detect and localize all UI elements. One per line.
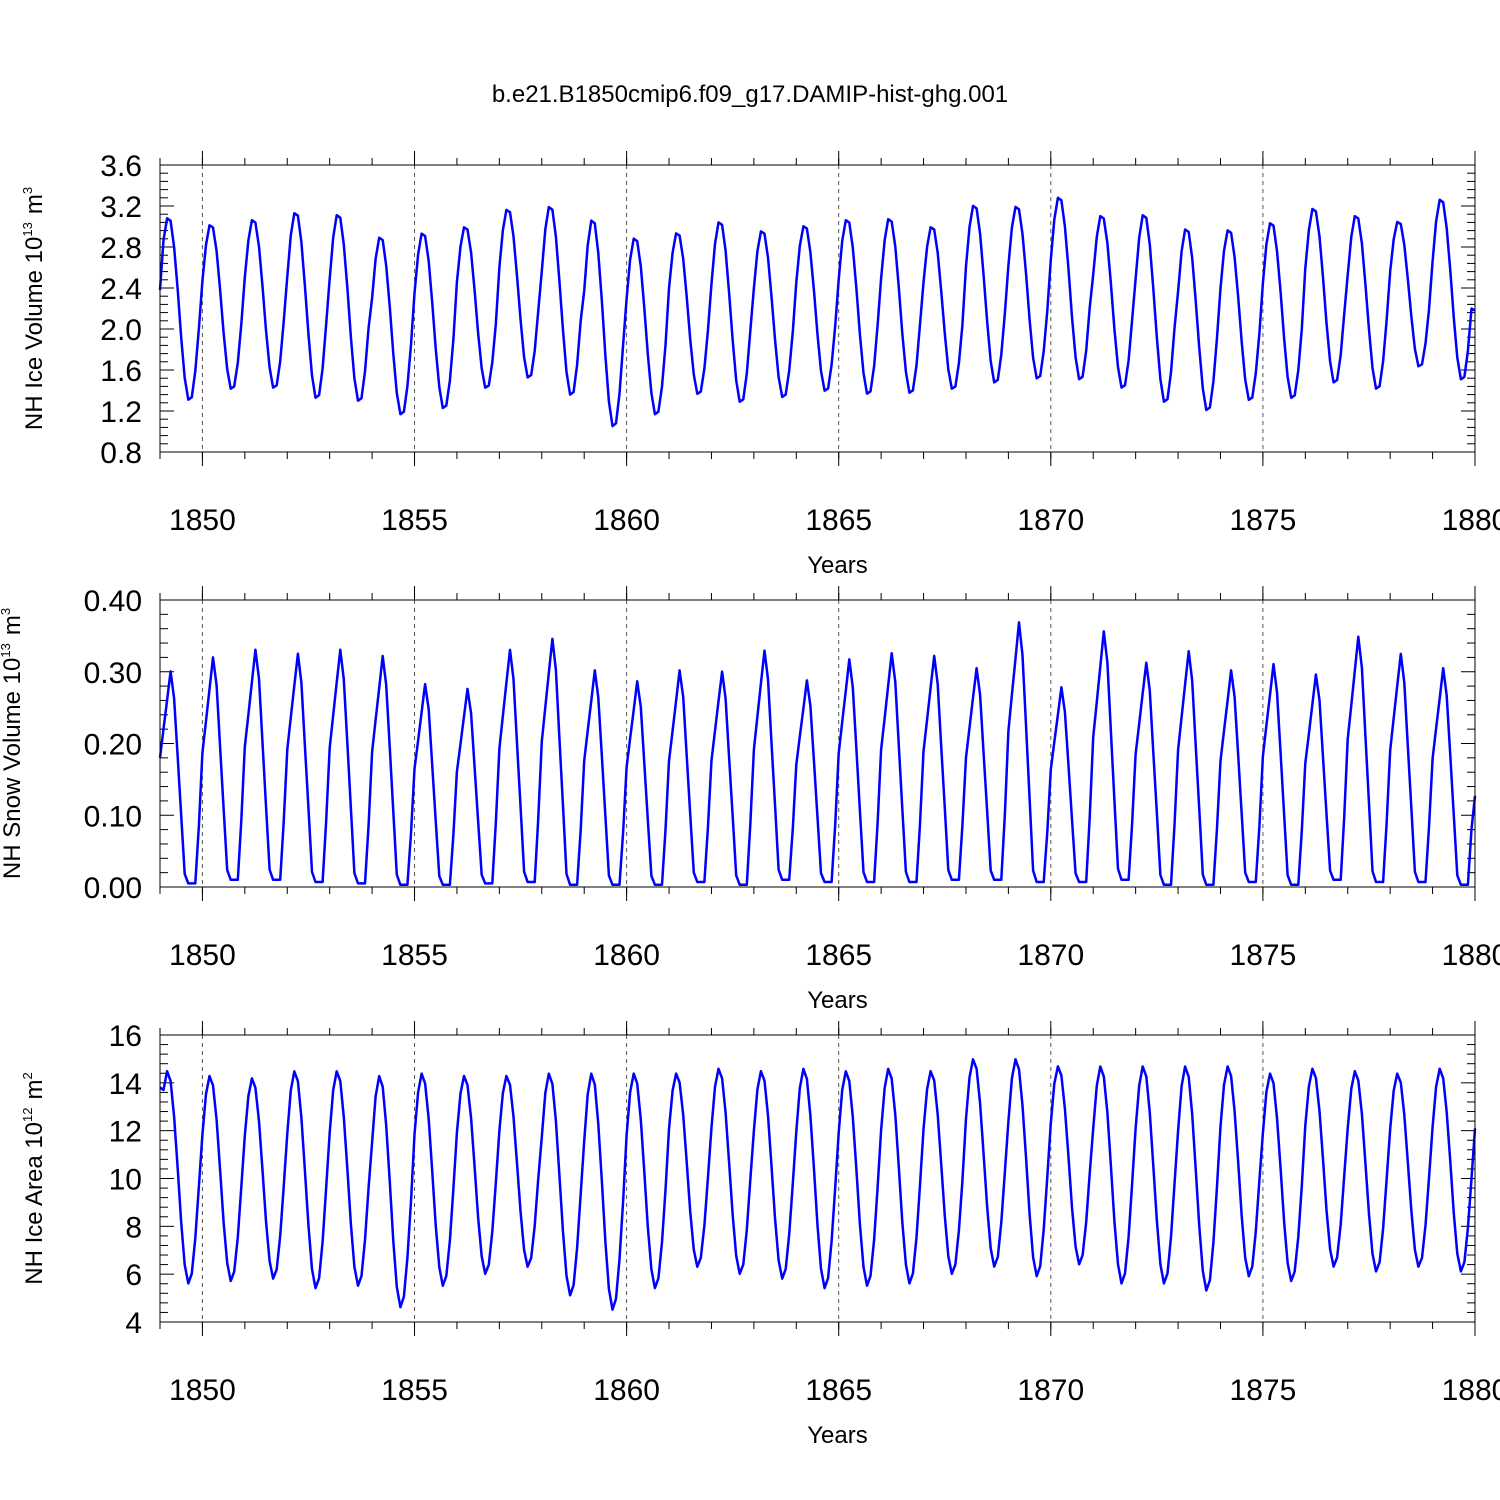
y-axis-label: NH Snow Volume 1013 m3 [0,608,26,879]
y-axis-label-text: NH Snow Volume 10 [0,658,26,879]
x-tick-label: 1870 [1017,504,1084,537]
y-tick-label: 8 [125,1211,142,1244]
x-axis-label: Years [807,1422,868,1449]
y-tick-label: 1.6 [100,355,142,388]
series-line [158,196,1476,428]
series-line [158,621,1477,887]
plot-frame [159,599,1476,888]
y-axis-label: NH Ice Area 1012 m2 [20,1072,48,1284]
y-tick-label: 1.2 [100,396,142,429]
y-tick-label: 4 [125,1307,142,1340]
x-tick-label: 1850 [169,939,236,972]
y-axis-label-unit: m [0,615,26,635]
y-tick-label: 12 [109,1116,142,1149]
x-tick-label: 1880 [1442,1374,1500,1407]
y-tick-label: 6 [125,1259,142,1292]
y-tick-label: 0.20 [84,729,142,762]
x-tick-label: 1875 [1230,504,1297,537]
x-axis-label: Years [807,552,868,579]
y-tick-label: 2.0 [100,314,142,347]
y-tick-label: 2.4 [100,273,142,306]
y-tick-label: 3.6 [100,150,142,183]
y-axis-label-text: NH Ice Volume 10 [21,237,48,430]
x-axis-label: Years [807,987,868,1014]
y-axis-label-unit: m [21,194,48,214]
x-tick-label: 1875 [1230,1374,1297,1407]
x-tick-label: 1875 [1230,939,1297,972]
y-axis-label-exponent: 13 [20,222,35,236]
ice-volume-panel: 0.8 1.2 1.6 2.0 2.4 2.8 3.2 3.6 1850 1855 1860 1865… [20,150,1500,579]
y-tick-label: 10 [109,1164,142,1197]
y-axis-label: NH Ice Volume 1013 m3 [20,187,48,430]
y-tick-label: 0.10 [84,800,142,833]
x-tick-label: 1880 [1442,504,1500,537]
x-tick-label: 1865 [805,1374,872,1407]
plot-frame [159,1034,1476,1323]
x-tick-label: 1850 [169,504,236,537]
x-tick-label: 1860 [593,939,660,972]
x-tick-label: 1870 [1017,939,1084,972]
ice-area-panel: 4 6 8 10 12 14 16 1850 1855 1860 1865 1870 1875 1880 Y… [20,1020,1500,1449]
y-axis-label-unit-exponent: 2 [20,1072,35,1079]
x-tick-label: 1855 [381,1374,448,1407]
y-tick-label: 0.40 [84,585,142,618]
y-tick-label: 0.00 [84,872,142,905]
y-axis-label-exponent: 13 [0,643,13,657]
x-tick-label: 1870 [1017,1374,1084,1407]
y-tick-label: 16 [109,1020,142,1053]
plot-frame [159,164,1476,453]
x-tick-label: 1860 [593,504,660,537]
snow-volume-panel: 0.00 0.10 0.20 0.30 0.40 1850 1855 1860 1865 1870… [0,585,1500,1014]
x-tick-label: 1855 [381,504,448,537]
y-tick-label: 14 [109,1068,142,1101]
y-axis-label-unit-exponent: 3 [20,187,35,194]
y-axis-label-text: NH Ice Area 10 [21,1122,48,1285]
x-tick-label: 1850 [169,1374,236,1407]
y-axis-label-unit-exponent: 3 [0,608,13,615]
x-tick-label: 1855 [381,939,448,972]
y-tick-label: 0.30 [84,657,142,690]
y-axis-label-exponent: 12 [20,1108,35,1122]
y-tick-label: 0.8 [100,437,142,470]
y-axis-label-unit: m [21,1080,48,1100]
series-line [159,1058,1477,1311]
y-tick-label: 2.8 [100,232,142,265]
x-tick-label: 1860 [593,1374,660,1407]
x-tick-label: 1865 [805,504,872,537]
chart-title: b.e21.B1850cmip6.f09_g17.DAMIP-hist-ghg.… [492,81,1008,108]
x-tick-label: 1865 [805,939,872,972]
x-tick-label: 1880 [1442,939,1500,972]
y-tick-label: 3.2 [100,191,142,224]
